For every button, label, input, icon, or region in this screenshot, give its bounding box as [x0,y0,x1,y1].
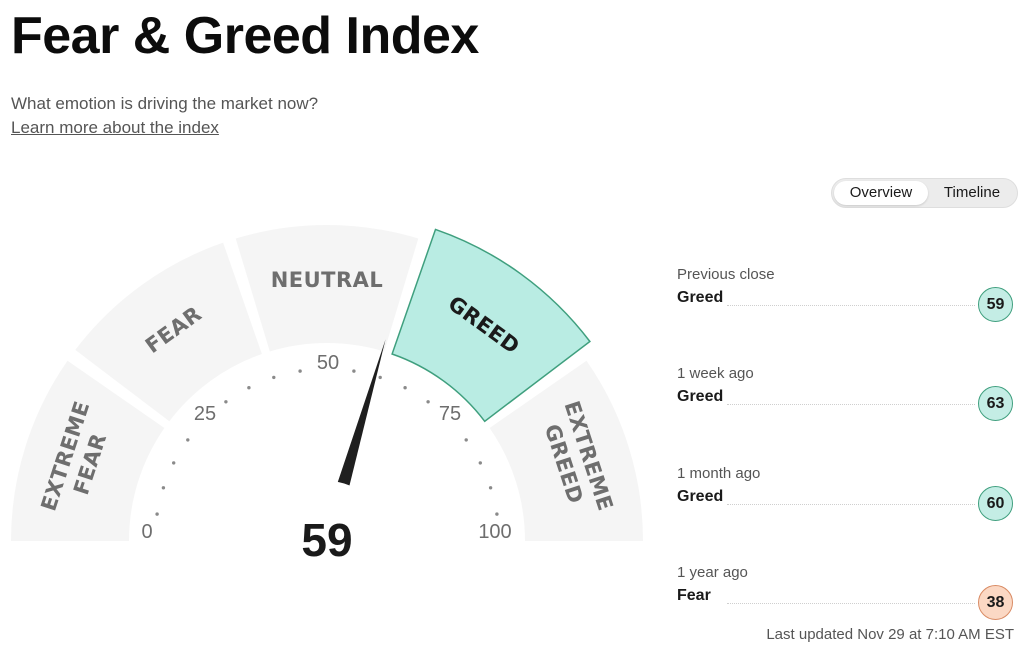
gauge-needle [334,339,386,495]
view-toggle: Overview Timeline [831,178,1018,208]
history-value-badge: 38 [978,585,1013,620]
gauge-tick-dot [298,369,302,373]
page-subtitle: What emotion is driving the market now? [11,94,319,113]
gauge-value: 59 [301,514,352,566]
history-label: 1 month ago [677,465,761,482]
gauge-tick-dot [272,375,276,380]
zone-label-neutral: NEUTRAL [271,268,384,292]
history-item-previous-close: Previous close Greed 59 [677,266,1017,326]
gauge-tick-dot [224,400,228,404]
toggle-overview[interactable]: Overview [834,181,928,205]
gauge-tick-dot [403,386,407,390]
tick-label-25: 25 [194,403,216,425]
gauge-tick-dot [378,375,382,380]
history-rating: Greed [677,388,724,405]
gauge-tick-dot [155,512,159,516]
zone-label-neutral-text: NEUTRAL [271,268,384,292]
gauge-tick-dot [495,512,499,516]
history-divider [727,504,975,505]
learn-more-link[interactable]: Learn more about the index [11,118,219,137]
tick-label-0: 0 [141,521,152,543]
history-divider [727,305,975,306]
zone-greed [391,228,591,423]
gauge-tick-dot [186,438,190,442]
history-divider [727,603,975,604]
page-title: Fear & Greed Index [11,7,479,65]
history-value-badge: 59 [978,287,1013,322]
gauge-tick-dot [478,461,482,465]
gauge-tick-dot [161,486,166,490]
history-divider [727,404,975,405]
gauge-zones [11,225,643,541]
gauge-tick-dot [247,386,251,390]
history-rating: Greed [677,488,724,505]
history-label: 1 week ago [677,365,754,382]
gauge-tick-dot [488,486,493,490]
zone-neutral [235,225,419,352]
history-item-1-year: 1 year ago Fear 38 [677,564,1017,624]
tick-label-100: 100 [478,521,511,543]
gauge-tick-dot [426,400,430,404]
tick-label-75: 75 [439,403,461,425]
history-rating: Greed [677,289,724,306]
history-rating: Fear [677,587,711,604]
history-value-badge: 60 [978,486,1013,521]
history-item-1-month: 1 month ago Greed 60 [677,465,1017,525]
zone-extreme-greed [489,360,643,541]
zone-extreme-fear [11,360,165,541]
gauge-tick-dot [464,438,468,442]
toggle-timeline[interactable]: Timeline [943,184,1001,201]
last-updated: Last updated Nov 29 at 7:10 AM EST [766,626,1014,643]
gauge-tick-dot [352,369,356,373]
gauge-tick-dot [172,461,176,465]
history-item-1-week: 1 week ago Greed 63 [677,365,1017,425]
history-label: 1 year ago [677,564,748,581]
tick-label-50: 50 [317,352,339,374]
fear-greed-gauge: 0 25 50 75 100 EXTREME FEAR FEAR NEUTRAL… [11,225,643,601]
zone-fear [75,242,262,422]
history-value-badge: 63 [978,386,1013,421]
gauge-tick-dots [155,369,499,516]
gauge-center-hub [267,481,387,601]
history-label: Previous close [677,266,775,283]
